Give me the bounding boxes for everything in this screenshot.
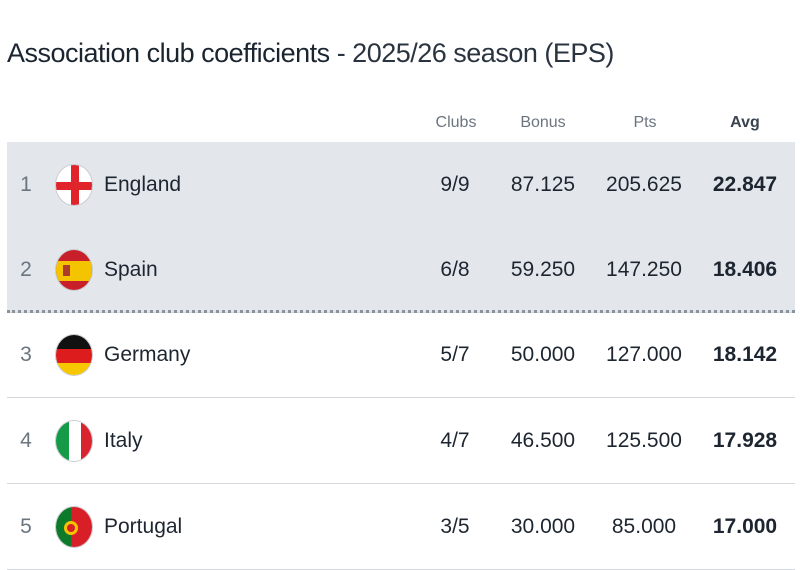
country-name[interactable]: Germany xyxy=(104,342,191,366)
clubs-value: 3/5 xyxy=(440,514,470,538)
clubs-value: 6/8 xyxy=(440,257,470,281)
bonus-value: 50.000 xyxy=(510,342,576,366)
italy-flag-icon xyxy=(55,419,93,462)
rank: 4 xyxy=(20,428,32,452)
bonus-value: 87.125 xyxy=(510,172,576,196)
bonus-value: 59.250 xyxy=(510,257,576,281)
rank: 1 xyxy=(20,172,32,196)
rank: 5 xyxy=(20,514,32,538)
avg-value: 22.847 xyxy=(712,172,778,196)
portugal-flag-icon xyxy=(55,505,93,548)
bonus-value: 46.500 xyxy=(510,428,576,452)
col-pts[interactable]: Pts xyxy=(633,114,657,131)
table-row[interactable]: 5 Portugal 3/5 30.000 85.000 17.000 xyxy=(7,484,795,570)
pts-value: 147.250 xyxy=(606,257,682,281)
pts-value: 85.000 xyxy=(611,514,677,538)
table-row[interactable]: 2 Spain 6/8 59.250 147.250 18.406 xyxy=(7,227,795,313)
table-row[interactable]: 1 England 9/9 87.125 205.625 22.847 xyxy=(7,142,795,228)
pts-value: 127.000 xyxy=(606,342,682,366)
england-flag-icon xyxy=(55,163,93,206)
table-row[interactable]: 3 Germany 5/7 50.000 127.000 18.142 xyxy=(7,312,795,398)
title-season: - 2025/26 season (EPS) xyxy=(329,38,615,68)
country-name[interactable]: Portugal xyxy=(104,514,183,538)
clubs-value: 4/7 xyxy=(440,428,470,452)
avg-value: 18.406 xyxy=(712,257,778,281)
table-header: Clubs Bonus Pts Avg xyxy=(7,114,795,138)
col-clubs[interactable]: Clubs xyxy=(435,114,477,131)
page-title: Association club coefficients - 2025/26 … xyxy=(7,38,614,69)
spain-flag-icon xyxy=(55,248,93,291)
col-bonus[interactable]: Bonus xyxy=(520,114,566,131)
country-name[interactable]: Spain xyxy=(104,257,158,281)
rank: 2 xyxy=(20,257,32,281)
bonus-value: 30.000 xyxy=(510,514,576,538)
table-row[interactable]: 4 Italy 4/7 46.500 125.500 17.928 xyxy=(7,398,795,484)
clubs-value: 5/7 xyxy=(440,342,470,366)
rank: 3 xyxy=(20,342,32,366)
avg-value: 17.000 xyxy=(712,514,778,538)
pts-value: 125.500 xyxy=(606,428,682,452)
country-name[interactable]: England xyxy=(104,172,182,196)
avg-value: 17.928 xyxy=(712,428,778,452)
qualification-divider xyxy=(7,310,795,313)
pts-value: 205.625 xyxy=(606,172,682,196)
col-avg[interactable]: Avg xyxy=(730,114,760,131)
country-name[interactable]: Italy xyxy=(104,428,143,452)
title-main: Association club coefficients xyxy=(7,38,330,68)
clubs-value: 9/9 xyxy=(440,172,470,196)
avg-value: 18.142 xyxy=(712,342,778,366)
germany-flag-icon xyxy=(55,333,93,376)
